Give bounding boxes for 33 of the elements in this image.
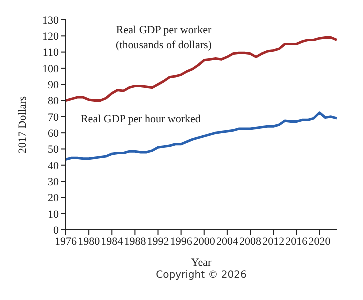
y-tick-label: 120 bbox=[42, 31, 60, 44]
x-tick-label: 1984 bbox=[101, 236, 124, 248]
y-tick-label: 60 bbox=[48, 128, 60, 140]
y-tick-label: 30 bbox=[48, 176, 60, 188]
y-tick-label: 80 bbox=[48, 96, 60, 108]
x-tick-label: 1992 bbox=[147, 236, 170, 248]
y-tick-label: 70 bbox=[48, 112, 60, 124]
y-tick-label: 130 bbox=[42, 14, 60, 27]
x-tick-label: 2016 bbox=[286, 236, 308, 248]
x-tick-label: 1988 bbox=[124, 236, 147, 248]
y-tick-label: 40 bbox=[48, 160, 60, 172]
y-tick-label: 0 bbox=[54, 224, 60, 237]
y-tick-label: 50 bbox=[48, 144, 60, 156]
line-series bbox=[66, 36, 337, 102]
text: Copyright © 2026 bbox=[155, 270, 248, 281]
y-tick-label: 90 bbox=[48, 80, 60, 92]
line-series bbox=[66, 112, 337, 161]
x-tick-label: 2004 bbox=[216, 236, 239, 248]
x-tick-label: 2000 bbox=[193, 236, 216, 248]
x-tick-label: 1996 bbox=[170, 236, 193, 248]
x-tick-label: 1976 bbox=[55, 236, 78, 248]
x-axis-title: Year bbox=[191, 257, 212, 269]
x-tick-label: 2008 bbox=[240, 236, 262, 248]
y-tick-label: 20 bbox=[48, 192, 60, 205]
y-tick-label: 100 bbox=[42, 63, 60, 76]
y-tick-label: 10 bbox=[48, 208, 60, 221]
y-axis-title: 2017 Dollars bbox=[16, 96, 29, 154]
y-tick-label: 110 bbox=[42, 47, 60, 60]
series-label: Real GDP per hour worked bbox=[80, 113, 202, 126]
x-tick-label: 1980 bbox=[78, 236, 101, 248]
series-label: Real GDP per worker (thousands of dollars) bbox=[116, 24, 212, 52]
x-tick-label: 2020 bbox=[308, 236, 332, 248]
x-tick-label: 2012 bbox=[262, 236, 285, 248]
